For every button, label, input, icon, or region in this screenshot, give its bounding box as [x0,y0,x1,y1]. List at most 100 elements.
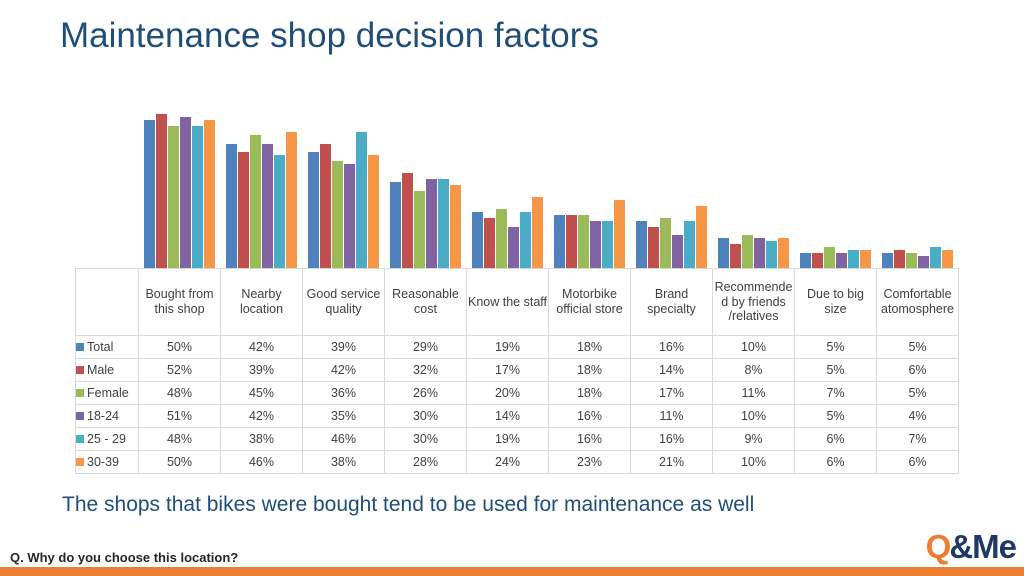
bar-Total-5 [554,215,566,268]
cell-r0-c7: 10% [712,335,795,359]
bar-25-29-8 [848,250,860,268]
cell-r5-c8: 6% [794,450,877,474]
cell-r1-c0: 52% [138,358,221,382]
cell-r5-c9: 6% [876,450,959,474]
legend-item-Female[interactable]: Female [75,381,139,405]
cell-r4-c8: 6% [794,427,877,451]
question-footnote: Q. Why do you choose this location? [10,550,239,565]
bar-25-29-5 [602,221,614,268]
bar-Female-8 [824,247,836,268]
bar-Male-6 [648,227,660,268]
bar-25-29-7 [766,241,778,268]
column-header-0: Bought from this shop [138,268,221,336]
cell-r3-c2: 35% [302,404,385,428]
legend-item-18-24[interactable]: 18-24 [75,404,139,428]
cell-r5-c6: 21% [630,450,713,474]
cell-r2-c1: 45% [220,381,303,405]
cell-r0-c3: 29% [384,335,467,359]
bar-30-39-8 [860,250,872,268]
bar-Female-5 [578,215,590,268]
cell-r5-c3: 28% [384,450,467,474]
bar-Male-8 [812,253,824,268]
bar-Total-3 [389,182,401,268]
bar-30-39-4 [531,197,543,268]
legend-label: 25 - 29 [87,432,126,446]
bar-18-24-5 [590,221,602,268]
cell-r1-c5: 18% [548,358,631,382]
bar-group [631,105,713,268]
bar-25-29-3 [437,179,449,268]
bar-group [548,105,630,268]
cell-r4-c4: 19% [466,427,549,451]
cell-r3-c6: 11% [630,404,713,428]
bar-Female-4 [495,209,507,268]
legend-swatch-icon [76,435,84,443]
legend-item-Total[interactable]: Total [75,335,139,359]
cell-r0-c2: 39% [302,335,385,359]
column-header-4: Know the staff [466,268,549,336]
table-row: 30-39 50% 46% 38% 28% 24% 23% 21% 10% 6% 6% [75,450,959,474]
column-header-1: Nearby location [220,268,303,336]
bottom-accent-bar [0,567,1024,576]
bar-Male-1 [237,152,249,268]
bar-Female-9 [906,253,918,268]
table-row: 25 - 29 48% 38% 46% 30% 19% 16% 16% 9% 6% 7% [75,427,959,451]
chart-plot-area [75,105,959,268]
legend-item-30-39[interactable]: 30-39 [75,450,139,474]
bar-Male-3 [401,173,413,268]
bar-18-24-6 [672,235,684,268]
logo-me-letters: &Me [949,527,1017,565]
legend-item-25-29[interactable]: 25 - 29 [75,427,139,451]
bar-Total-1 [225,144,237,268]
cell-r5-c0: 50% [138,450,221,474]
column-header-7: Recommended by friends /relatives [712,268,795,336]
bar-30-39-2 [367,155,379,268]
cell-r2-c4: 20% [466,381,549,405]
cell-r0-c6: 16% [630,335,713,359]
table-row: Total 50% 42% 39% 29% 19% 18% 16% 10% 5% 5% [75,335,959,359]
legend-item-Male[interactable]: Male [75,358,139,382]
cell-r5-c7: 10% [712,450,795,474]
bar-30-39-7 [778,238,790,268]
bar-group [795,105,877,268]
bar-Total-6 [636,221,648,268]
cell-r1-c6: 14% [630,358,713,382]
bar-Total-9 [882,253,894,268]
table-row: Female 48% 45% 36% 26% 20% 18% 17% 11% 7% 5% [75,381,959,405]
bar-Female-3 [413,191,425,268]
legend-swatch-icon [76,366,84,374]
legend-label: 30-39 [87,455,119,469]
bar-25-29-6 [684,221,696,268]
cell-r1-c2: 42% [302,358,385,382]
bar-Female-7 [742,235,754,268]
legend-label: Total [87,340,114,354]
bar-18-24-1 [261,144,273,268]
cell-r3-c9: 4% [876,404,959,428]
cell-r5-c5: 23% [548,450,631,474]
bar-Male-5 [566,215,578,268]
bar-18-24-8 [836,253,848,268]
cell-r2-c5: 18% [548,381,631,405]
column-header-5: Motorbike official store [548,268,631,336]
bar-Total-8 [800,253,812,268]
cell-r2-c3: 26% [384,381,467,405]
cell-r0-c9: 5% [876,335,959,359]
column-header-3: Reasonable cost [384,268,467,336]
cell-r5-c4: 24% [466,450,549,474]
cell-r2-c0: 48% [138,381,221,405]
column-header-2: Good service quality [302,268,385,336]
bar-group [302,105,384,268]
cell-r0-c4: 19% [466,335,549,359]
cell-r0-c8: 5% [794,335,877,359]
bar-30-39-1 [285,132,297,268]
table-corner-cell [75,268,139,336]
bar-group [713,105,795,268]
table-row: Male 52% 39% 42% 32% 17% 18% 14% 8% 5% 6% [75,358,959,382]
bar-30-39-6 [696,206,708,268]
bar-Female-0 [167,126,179,268]
page-title: Maintenance shop decision factors [60,16,599,55]
bar-25-29-9 [930,247,942,268]
cell-r1-c8: 5% [794,358,877,382]
cell-r4-c0: 48% [138,427,221,451]
cell-r4-c5: 16% [548,427,631,451]
